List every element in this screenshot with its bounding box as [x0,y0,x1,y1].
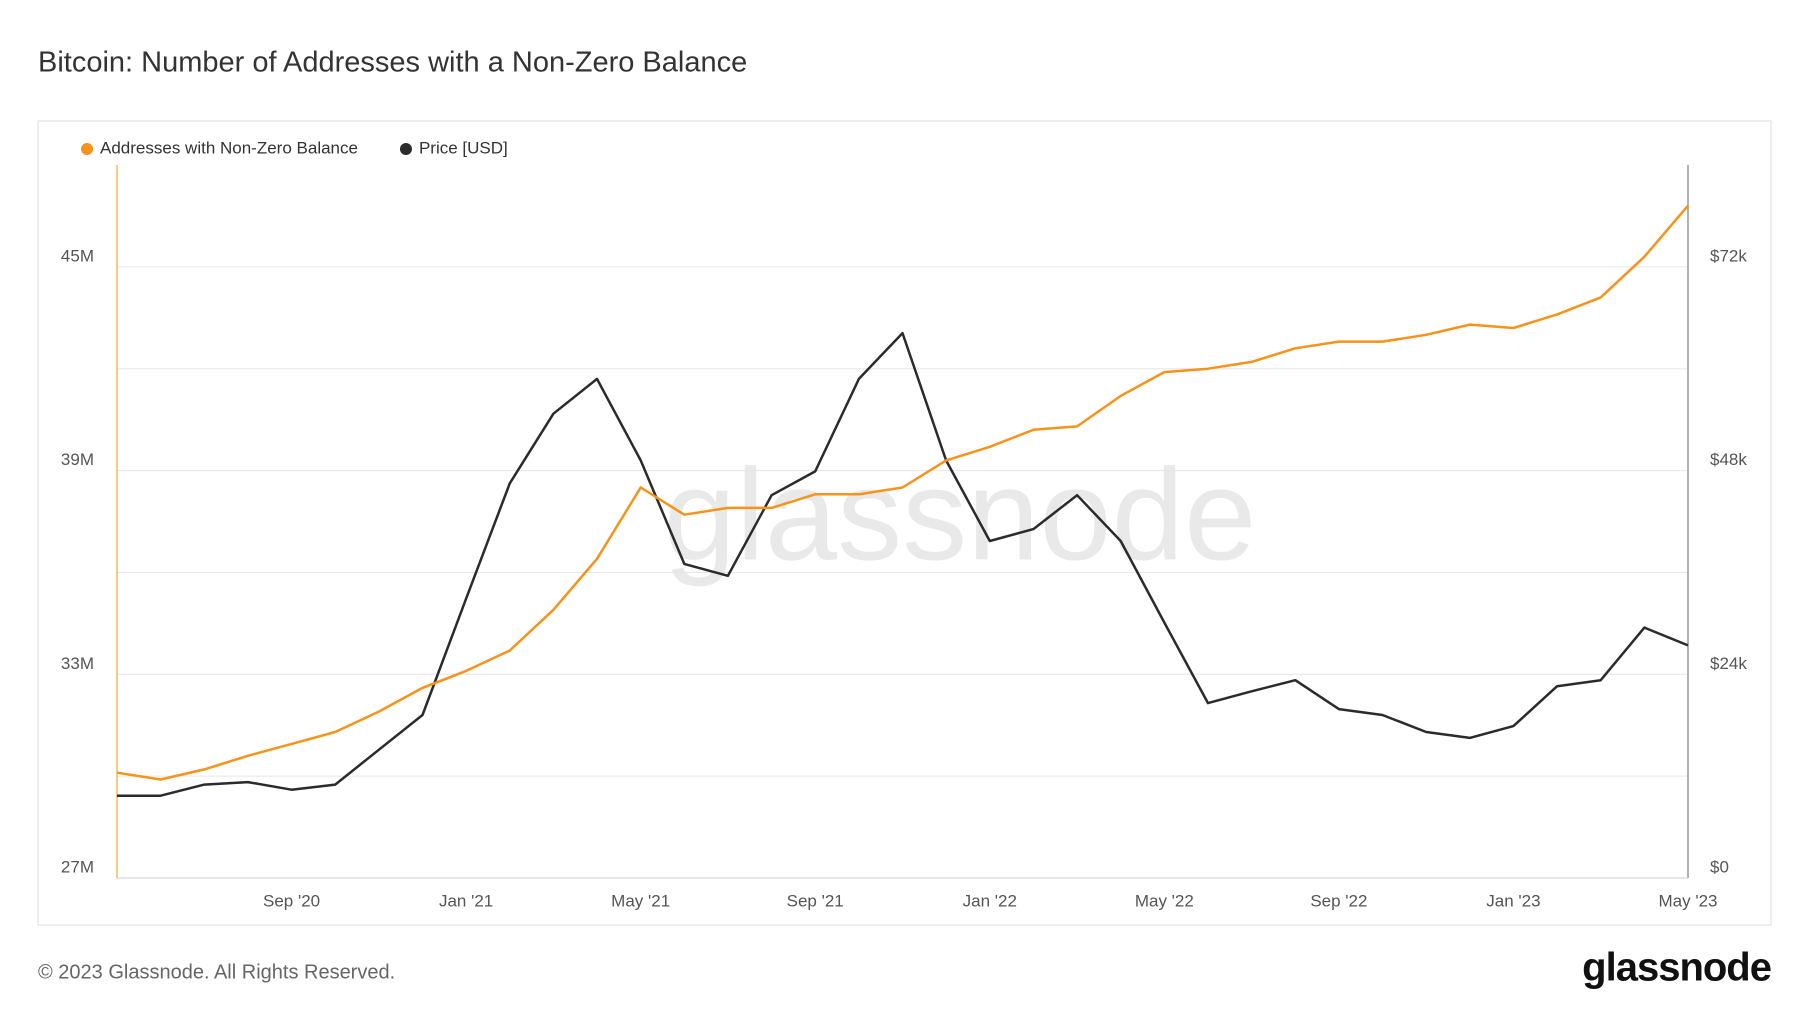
x-tick-label: May '22 [1135,891,1194,910]
y2-tick-label: $24k [1710,654,1747,673]
y-tick-label: 27M [61,857,94,876]
chart-title: Bitcoin: Number of Addresses with a Non-… [38,47,747,79]
legend-label: Addresses with Non-Zero Balance [100,138,358,157]
y-tick-label: 39M [61,450,94,469]
y2-tick-label: $72k [1710,246,1747,265]
legend-label: Price [USD] [419,138,508,157]
y-tick-label: 33M [61,654,94,673]
legend-marker [81,143,93,155]
legend-marker [399,143,412,155]
copyright: © 2023 Glassnode. All Rights Reserved. [38,961,395,983]
x-tick-label: Jan '23 [1486,891,1540,910]
x-tick-label: Sep '21 [787,891,844,910]
x-tick-label: May '21 [611,891,670,910]
x-tick-label: Jan '21 [439,891,493,910]
x-tick-label: Jan '22 [963,891,1017,910]
y2-tick-label: $0 [1710,857,1729,876]
series-line [116,204,1689,781]
y2-tick-label: $48k [1710,450,1747,469]
chart-frame [37,120,1772,926]
x-tick-label: May '23 [1659,891,1718,910]
x-tick-label: Sep '20 [263,891,320,910]
logo: glassnode [1582,946,1771,990]
watermark: glassnode [664,441,1257,587]
x-tick-label: Sep '22 [1310,891,1367,910]
y-tick-label: 45M [61,246,94,265]
series-line [117,331,1689,797]
